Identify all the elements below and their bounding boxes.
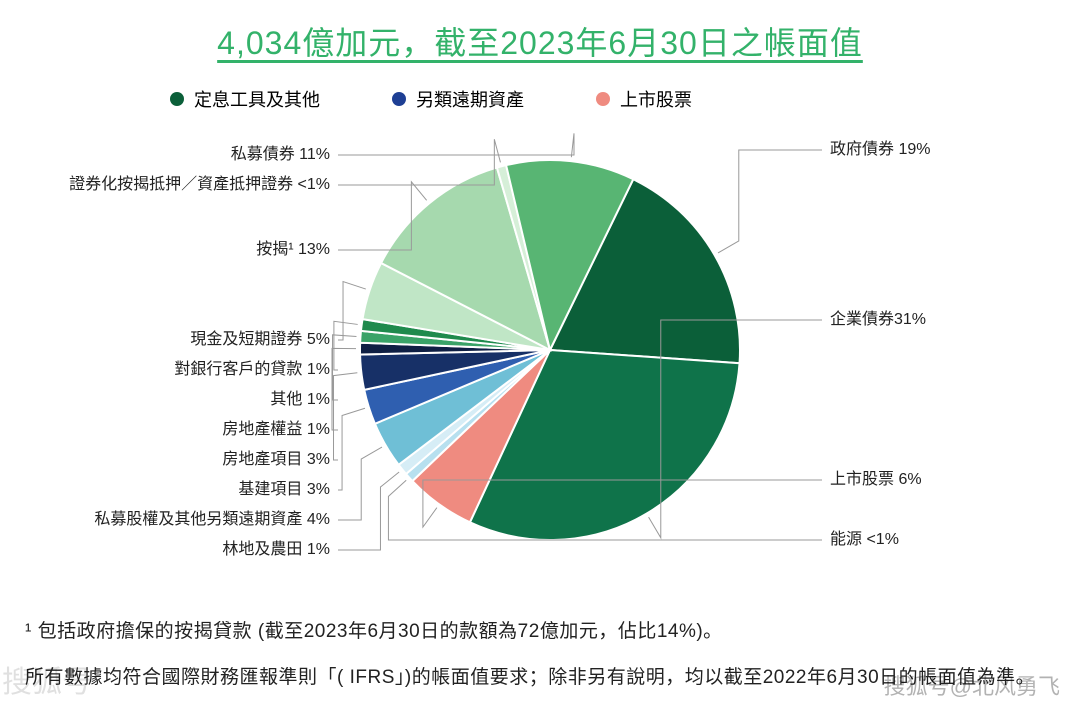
leader-line: [718, 150, 822, 253]
leader-line: [332, 348, 356, 430]
leader-line: [334, 373, 358, 460]
chart-title: 4,034億加元，截至2023年6月30日之帳面值: [0, 0, 1080, 64]
watermark-right: 搜狐号@北风勇飞: [884, 669, 1060, 701]
legend-label: 定息工具及其他: [194, 86, 320, 112]
slice-label: 對銀行客戶的貸款 1%: [174, 360, 330, 379]
legend-item: 另類遠期資產: [392, 86, 524, 112]
slice-label: 上市股票 6%: [830, 470, 922, 489]
legend-label: 另類遠期資產: [416, 86, 524, 112]
slice-label: 林地及農田 1%: [222, 540, 330, 559]
slice-label: 房地產權益 1%: [222, 420, 330, 439]
leader-line: [334, 321, 358, 370]
legend-swatch: [170, 92, 184, 106]
slice-label: 私募股權及其他另類遠期資產 4%: [94, 510, 330, 529]
leader-line: [333, 335, 357, 400]
slice-label: 能源 <1%: [830, 530, 899, 549]
slice-label: 房地產項目 3%: [222, 450, 330, 469]
slice-label: 政府債券 19%: [830, 140, 930, 159]
slice-label: 企業債券31%: [830, 310, 926, 329]
watermark-left: 搜狐号: [2, 657, 92, 701]
pie-chart: 政府債券 19% 企業債券31% 上市股票 6% 能源 <1% 林地及農田 1% 私募股權…: [0, 120, 1080, 590]
leader-line: [338, 133, 574, 157]
leader-line: [338, 472, 399, 550]
slice-label: 現金及短期證券 5%: [190, 330, 330, 349]
slice-label: 證券化按揭抵押／資產抵押證券 <1%: [69, 175, 330, 194]
legend-item: 定息工具及其他: [170, 86, 320, 112]
legend-label: 上市股票: [620, 86, 692, 112]
slice-label: 私募債券 11%: [231, 145, 330, 164]
legend-item: 上市股票: [596, 86, 692, 112]
slice-label: 其他 1%: [270, 390, 330, 409]
slice-label: 基建項目 3%: [238, 480, 330, 499]
slice-label: 按揭¹ 13%: [256, 240, 330, 259]
footnote-1: ¹ 包括政府擔保的按揭貸款 (截至2023年6月30日的款額為72億加元，佔比1…: [25, 616, 723, 643]
legend: 定息工具及其他 另類遠期資產 上市股票: [170, 86, 692, 112]
legend-swatch: [392, 92, 406, 106]
leader-line: [338, 447, 382, 520]
legend-swatch: [596, 92, 610, 106]
